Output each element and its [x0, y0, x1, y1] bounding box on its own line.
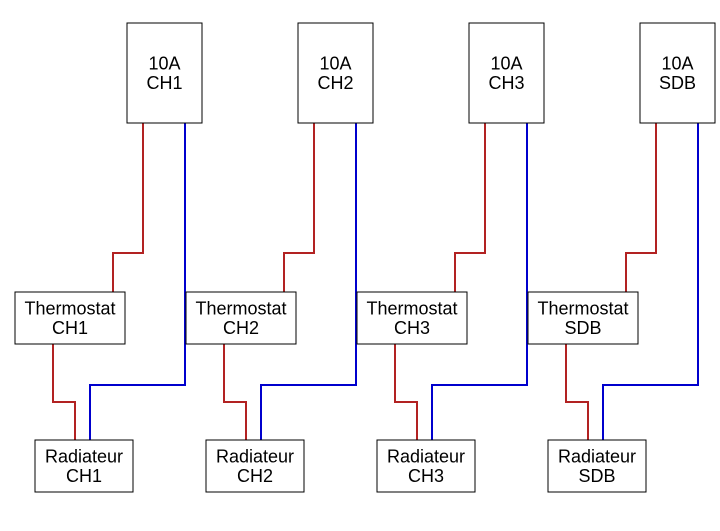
live-wire-1: [224, 123, 314, 440]
radiator-box-2-label2: CH3: [408, 466, 444, 486]
radiator-box-2-label1: Radiateur: [387, 446, 465, 466]
radiator-box-3-label2: SDB: [578, 466, 615, 486]
radiator-box-0-label1: Radiateur: [45, 446, 123, 466]
live-wire-3: [566, 123, 656, 440]
breaker-box-3-label2: SDB: [659, 73, 696, 93]
live-wire-0: [53, 123, 143, 440]
thermostat-box-0-label1: Thermostat: [24, 298, 115, 318]
radiator-box-1: RadiateurCH2: [206, 440, 304, 492]
breaker-box-0-label2: CH1: [146, 73, 182, 93]
breaker-box-0-label1: 10A: [148, 53, 180, 73]
breaker-box-1-label1: 10A: [319, 53, 351, 73]
radiator-box-0-label2: CH1: [66, 466, 102, 486]
breaker-box-0: 10ACH1: [127, 23, 202, 123]
thermostat-box-1-label2: CH2: [223, 318, 259, 338]
breaker-box-2-label2: CH3: [488, 73, 524, 93]
column-1: 10ACH2ThermostatCH2RadiateurCH2: [186, 23, 373, 492]
column-3: 10ASDBThermostatSDBRadiateurSDB: [528, 23, 715, 492]
breaker-box-3: 10ASDB: [640, 23, 715, 123]
thermostat-box-1: ThermostatCH2: [186, 292, 296, 344]
column-2: 10ACH3ThermostatCH3RadiateurCH3: [357, 23, 544, 492]
wiring-diagram: 10ACH1ThermostatCH1RadiateurCH110ACH2The…: [0, 0, 720, 531]
neutral-wire-1: [261, 123, 356, 440]
radiator-box-3: RadiateurSDB: [548, 440, 646, 492]
breaker-box-1-label2: CH2: [317, 73, 353, 93]
thermostat-box-2: ThermostatCH3: [357, 292, 467, 344]
breaker-box-3-label1: 10A: [661, 53, 693, 73]
radiator-box-1-label1: Radiateur: [216, 446, 294, 466]
thermostat-box-2-label1: Thermostat: [366, 298, 457, 318]
radiator-box-1-label2: CH2: [237, 466, 273, 486]
live-wire-2: [395, 123, 485, 440]
breaker-box-2-label1: 10A: [490, 53, 522, 73]
thermostat-box-3: ThermostatSDB: [528, 292, 638, 344]
thermostat-box-0: ThermostatCH1: [15, 292, 125, 344]
breaker-box-1: 10ACH2: [298, 23, 373, 123]
neutral-wire-0: [90, 123, 185, 440]
breaker-box-2: 10ACH3: [469, 23, 544, 123]
thermostat-box-0-label2: CH1: [52, 318, 88, 338]
radiator-box-2: RadiateurCH3: [377, 440, 475, 492]
neutral-wire-3: [603, 123, 698, 440]
neutral-wire-2: [432, 123, 527, 440]
column-0: 10ACH1ThermostatCH1RadiateurCH1: [15, 23, 202, 492]
radiator-box-3-label1: Radiateur: [558, 446, 636, 466]
thermostat-box-3-label2: SDB: [564, 318, 601, 338]
thermostat-box-2-label2: CH3: [394, 318, 430, 338]
thermostat-box-1-label1: Thermostat: [195, 298, 286, 318]
radiator-box-0: RadiateurCH1: [35, 440, 133, 492]
thermostat-box-3-label1: Thermostat: [537, 298, 628, 318]
